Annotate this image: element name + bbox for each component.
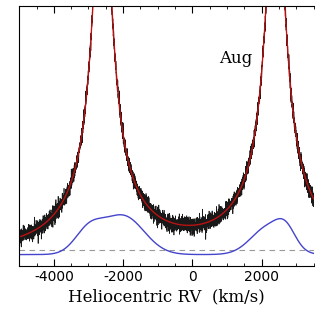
X-axis label: Heliocentric RV  (km/s): Heliocentric RV (km/s) bbox=[68, 289, 265, 306]
Text: Aug: Aug bbox=[220, 51, 253, 68]
